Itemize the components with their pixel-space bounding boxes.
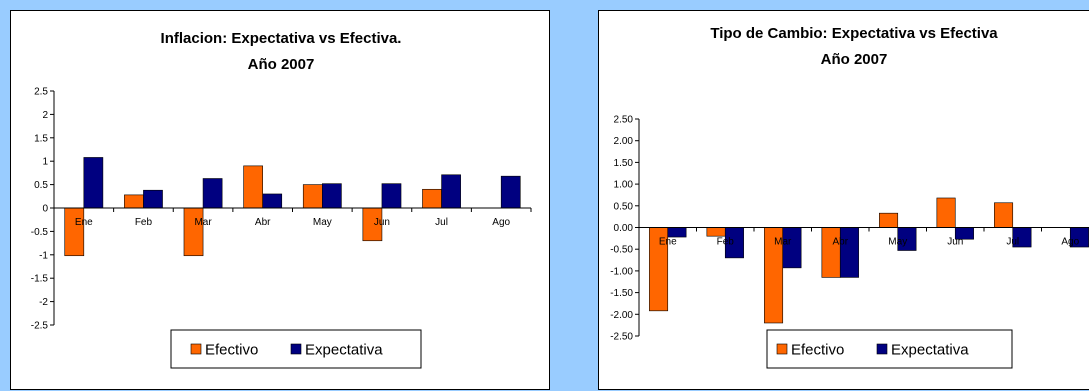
bar-expectativa-abr xyxy=(839,227,859,278)
x-tick-label: Ago xyxy=(1061,237,1079,248)
legend-box xyxy=(766,329,1013,369)
bar-expectativa-ene xyxy=(83,157,104,209)
x-tick-label: Jul xyxy=(435,217,448,228)
y-tick-label: -2 xyxy=(39,297,48,308)
legend-label-expectativa: Expectativa xyxy=(891,342,969,359)
x-tick-label: Mar xyxy=(194,217,212,228)
bar-efectivo-jul xyxy=(994,202,1014,228)
y-tick-label: 0 xyxy=(42,204,48,215)
x-tick-label: May xyxy=(313,217,332,228)
bar-efectivo-ene xyxy=(64,207,85,257)
bar-efectivo-feb xyxy=(124,194,144,209)
bar-expectativa-abr xyxy=(262,193,283,209)
y-tick-label: -2.50 xyxy=(610,332,633,343)
exchange-rate-chart-panel: Tipo de Cambio: Expectativa vs Efectiva … xyxy=(598,10,1089,390)
bar-efectivo-mar xyxy=(183,207,204,257)
x-tick-label: Abr xyxy=(832,237,848,248)
y-tick-label: -1.5 xyxy=(31,274,49,285)
bar-efectivo-may xyxy=(879,212,899,228)
x-tick-label: May xyxy=(888,237,907,248)
bar-efectivo-abr xyxy=(243,165,263,209)
chart-title: Tipo de Cambio: Expectativa vs Efectiva xyxy=(710,25,998,42)
y-tick-label: 1.5 xyxy=(34,133,48,144)
bar-efectivo-feb xyxy=(706,227,726,237)
x-tick-label: Feb xyxy=(717,237,735,248)
y-tick-label: 2.00 xyxy=(614,136,634,147)
legend-label-expectativa: Expectativa xyxy=(305,342,383,359)
legend-swatch-efectivo xyxy=(190,343,202,355)
y-tick-label: -1 xyxy=(39,250,48,261)
bar-efectivo-abr xyxy=(821,227,841,278)
legend-swatch-efectivo xyxy=(776,343,788,355)
y-tick-label: 1.50 xyxy=(614,158,634,169)
y-tick-label: 1.00 xyxy=(614,180,634,191)
x-tick-label: Ago xyxy=(492,217,510,228)
chart-title: Inflacion: Expectativa vs Efectiva. xyxy=(161,30,402,47)
y-tick-label: 2 xyxy=(42,110,48,121)
y-tick-label: -0.50 xyxy=(610,245,633,256)
bar-efectivo-jul xyxy=(422,188,442,209)
x-tick-label: Abr xyxy=(255,217,271,228)
y-tick-label: -1.00 xyxy=(610,266,633,277)
x-tick-label: Mar xyxy=(774,237,792,248)
x-tick-label: Feb xyxy=(135,217,153,228)
chart-subtitle: Año 2007 xyxy=(821,51,888,68)
legend-label-efectivo: Efectivo xyxy=(205,342,258,359)
y-tick-label: 2.5 xyxy=(34,87,48,98)
bar-expectativa-jul xyxy=(441,174,461,209)
legend-swatch-expectativa xyxy=(290,343,302,355)
bar-expectativa-may xyxy=(322,183,342,209)
y-tick-label: -0.5 xyxy=(31,227,49,238)
inflation-chart-panel: Inflacion: Expectativa vs Efectiva. Año … xyxy=(10,10,550,390)
y-tick-label: 2.50 xyxy=(614,115,634,126)
x-tick-label: Ene xyxy=(75,217,93,228)
y-tick-label: 0.5 xyxy=(34,180,48,191)
x-tick-label: Jul xyxy=(1006,237,1019,248)
x-tick-label: Ene xyxy=(659,237,677,248)
bar-expectativa-mar xyxy=(202,178,223,209)
exchange-rate-chart: Tipo de Cambio: Expectativa vs Efectiva … xyxy=(610,25,1089,369)
bar-expectativa-ago xyxy=(500,175,521,209)
bar-efectivo-may xyxy=(302,184,323,209)
legend-label-efectivo: Efectivo xyxy=(791,342,844,359)
y-tick-label: 0.50 xyxy=(614,201,634,212)
y-tick-label: -2.5 xyxy=(31,321,49,332)
legend-swatch-expectativa xyxy=(876,343,888,355)
y-tick-label: -1.50 xyxy=(610,288,633,299)
bar-efectivo-jun xyxy=(936,197,956,228)
bar-expectativa-jun xyxy=(381,183,402,209)
y-tick-label: -2.00 xyxy=(610,310,633,321)
x-tick-label: Jun xyxy=(947,237,963,248)
x-tick-label: Jun xyxy=(374,217,390,228)
bar-expectativa-mar xyxy=(782,227,802,269)
bar-expectativa-feb xyxy=(143,189,163,209)
chart-subtitle: Año 2007 xyxy=(248,56,315,73)
y-tick-label: 0.00 xyxy=(614,223,634,234)
inflation-chart: Inflacion: Expectativa vs Efectiva. Año … xyxy=(31,30,532,369)
y-tick-label: 1 xyxy=(42,157,48,168)
